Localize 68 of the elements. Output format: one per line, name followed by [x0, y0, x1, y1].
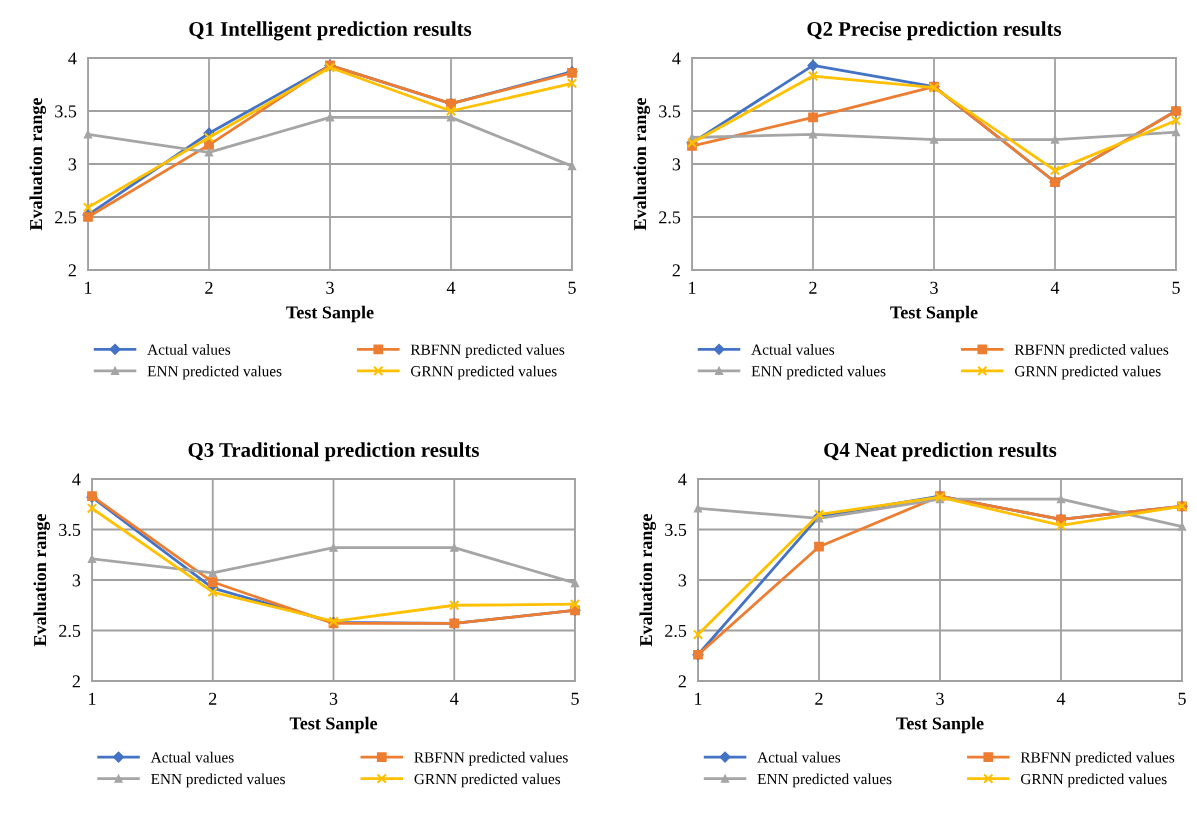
- y-tick-label: 3: [672, 158, 681, 171]
- legend-label: Actual values: [757, 751, 841, 763]
- y-tick-label: 4: [72, 473, 81, 486]
- legend-label: GRNN predicted values: [410, 365, 557, 380]
- y-tick-label: 3: [678, 574, 687, 587]
- y-axis-title: Evaluation range: [29, 98, 46, 231]
- y-tick-label: 4: [68, 52, 77, 65]
- x-axis-title: Test Sanple: [896, 716, 984, 734]
- x-tick-label: 2: [209, 692, 217, 705]
- y-tick-label: 4: [678, 473, 687, 486]
- y-tick-label: 2.5: [665, 624, 687, 638]
- y-tick-label: 3: [72, 574, 81, 587]
- y-axis-title: Evaluation range: [639, 514, 656, 647]
- legend-label: RBFNN predicted values: [1020, 751, 1175, 766]
- y-tick-label: 2: [72, 675, 80, 688]
- y-tick-label: 4: [672, 52, 681, 65]
- chart-title: Q3 Traditional prediction results: [188, 442, 479, 462]
- y-tick-label: 2: [672, 264, 680, 277]
- legend-label: RBFNN predicted values: [410, 344, 565, 358]
- x-tick-label: 2: [809, 281, 817, 294]
- x-tick-label: 3: [329, 692, 338, 705]
- y-tick-label: 3: [68, 158, 77, 171]
- legend-label: ENN predicted values: [757, 773, 892, 788]
- x-tick-label: 3: [936, 692, 944, 705]
- y-tick-label: 2: [68, 264, 76, 277]
- x-tick-label: 2: [205, 281, 213, 294]
- y-tick-label: 2.5: [59, 624, 81, 638]
- x-tick-label: 2: [815, 692, 823, 705]
- legend-label: RBFNN predicted values: [414, 751, 568, 766]
- legend-label: GRNN predicted values: [414, 773, 561, 788]
- legend-label: Actual values: [150, 751, 234, 763]
- x-axis-title: Test Sanple: [289, 716, 378, 734]
- y-tick-label: 2.5: [55, 211, 77, 224]
- chart-title: Q2 Precise prediction results: [807, 21, 1062, 41]
- legend-label: Actual values: [751, 344, 835, 355]
- x-tick-label: 4: [1056, 692, 1066, 705]
- x-tick-label: 3: [326, 281, 334, 294]
- legend-label: GRNN predicted values: [1014, 365, 1161, 380]
- y-axis-title: Evaluation range: [633, 98, 650, 231]
- legend-label: ENN predicted values: [751, 365, 886, 380]
- y-tick-label: 3.5: [59, 523, 81, 537]
- legend-label: ENN predicted values: [151, 773, 285, 788]
- x-axis-title: Test Sanple: [286, 305, 374, 323]
- x-tick-label: 1: [695, 692, 702, 705]
- x-tick-label: 4: [1050, 281, 1060, 294]
- legend-label: RBFNN predicted values: [1014, 344, 1169, 358]
- x-tick-label: 5: [1178, 692, 1186, 705]
- x-tick-label: 5: [571, 692, 579, 705]
- chart-title: Q1 Intelligent prediction results: [189, 21, 472, 41]
- y-tick-label: 3.5: [55, 105, 77, 118]
- x-axis-title: Test Sanple: [890, 305, 978, 323]
- x-tick-label: 3: [930, 281, 938, 294]
- x-tick-label: 5: [568, 281, 576, 294]
- y-axis-title: Evaluation range: [33, 514, 50, 647]
- chart-title: Q4 Neat prediction results: [824, 442, 1057, 462]
- x-tick-label: 1: [689, 281, 696, 294]
- y-tick-label: 2.5: [659, 211, 681, 224]
- x-tick-label: 4: [446, 281, 456, 294]
- x-tick-label: 1: [89, 692, 96, 705]
- legend-label: ENN predicted values: [147, 365, 282, 380]
- y-tick-label: 3.5: [665, 523, 687, 537]
- legend-label: Actual values: [147, 344, 231, 355]
- x-tick-label: 1: [85, 281, 92, 294]
- legend-label: GRNN predicted values: [1020, 773, 1167, 788]
- x-tick-label: 5: [1172, 281, 1180, 294]
- y-tick-label: 3.5: [659, 105, 681, 118]
- x-tick-label: 4: [450, 692, 459, 705]
- y-tick-label: 2: [678, 675, 686, 688]
